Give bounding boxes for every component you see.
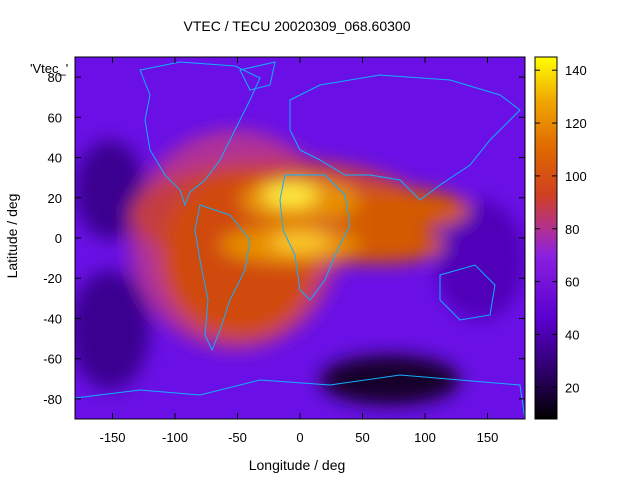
y-tick-label: -40 (43, 311, 62, 326)
colorbar-tick-label: 120 (565, 116, 587, 131)
y-tick-label: -20 (43, 271, 62, 286)
x-tick-label: -150 (99, 430, 125, 445)
colorbar-ticks: 20 40 60 80 100 120 140 (535, 63, 587, 395)
colorbar-tick-label: 140 (565, 63, 587, 78)
coast-africa (279, 174, 351, 301)
colorbar-tick-label: 20 (565, 380, 579, 395)
chart-title: VTEC / TECU 20020309_068.60300 (183, 18, 410, 34)
x-tick-label: -100 (162, 430, 188, 445)
y-tick-label: 80 (48, 70, 62, 85)
low-region-south-pacific (75, 270, 150, 390)
y-tick-label: -60 (43, 352, 62, 367)
coast-antarctica (75, 374, 525, 419)
y-tick-label: 40 (48, 151, 62, 166)
colorbar (534, 56, 558, 420)
x-tick-label: 150 (477, 430, 499, 445)
coast-south-america (194, 204, 251, 352)
colorbar-tick-label: 60 (565, 275, 579, 290)
x-tick-label: 100 (414, 430, 436, 445)
coast-eurasia (289, 74, 521, 201)
colorbar-tick-label: 40 (565, 327, 579, 342)
y-tick-label: 20 (48, 191, 62, 206)
low-region-north-pacific (75, 140, 145, 240)
colorbar-tick-label: 100 (565, 169, 587, 184)
peak-south (270, 233, 330, 251)
low-region-east (435, 200, 525, 320)
x-axis-label: Longitude / deg (249, 457, 346, 473)
x-tick-label: 0 (296, 430, 303, 445)
coast-greenland (239, 61, 276, 91)
y-axis-label: Latitude / deg (4, 194, 20, 279)
y-tick-label: -80 (43, 392, 62, 407)
y-axis-ticks: 80 60 40 20 0 -20 -40 -60 -80 (43, 70, 525, 407)
heatmap (75, 57, 525, 419)
y-tick-label: 60 (48, 110, 62, 125)
colorbar-tick-label: 80 (565, 222, 579, 237)
coast-australia (439, 264, 496, 321)
x-axis-ticks: -150 -100 -50 0 50 100 150 (99, 57, 498, 445)
coast-north-america (139, 61, 261, 207)
x-tick-label: -50 (228, 430, 247, 445)
y-tick-label: 0 (55, 231, 62, 246)
low-region-antarctic (320, 355, 460, 405)
key-label: 'Vtec_' (30, 61, 68, 76)
peak-north (262, 183, 318, 207)
coastlines (75, 61, 525, 419)
x-tick-label: 50 (355, 430, 369, 445)
